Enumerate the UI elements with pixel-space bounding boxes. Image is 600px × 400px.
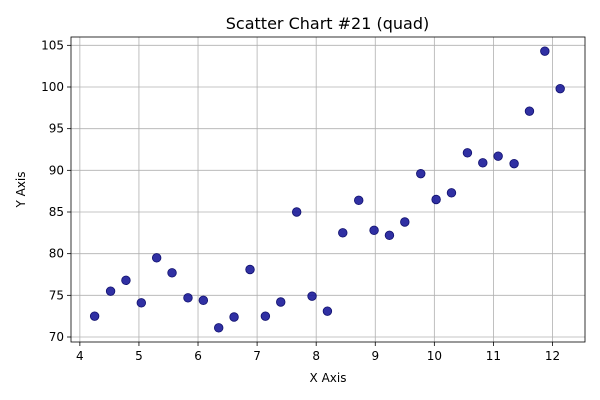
x-tick-label: 10 [427,349,442,363]
x-tick-label: 9 [371,349,379,363]
scatter-point [260,311,271,321]
scatter-point [524,106,535,116]
scatter-point [384,230,395,241]
scatter-point [416,168,426,179]
y-tick-label: 75 [49,288,64,302]
scatter-point [291,207,302,217]
scatter-point [493,151,503,161]
scatter-point [136,298,147,308]
scatter-point [198,295,209,306]
scatter-point [229,312,239,322]
chart-title: Scatter Chart #21 (quad) [226,14,429,33]
scatter-point [338,228,348,238]
x-tick-label: 11 [486,349,501,363]
scatter-point [400,217,410,227]
scatter-point [183,293,193,303]
y-tick-label: 80 [49,247,64,261]
x-tick-label: 7 [253,349,261,363]
scatter-point [105,286,116,296]
x-axis-label: X Axis [310,371,347,385]
x-tick-label: 12 [545,349,560,363]
x-tick-label: 8 [312,349,320,363]
scatter-point [322,306,333,316]
scatter-point [478,158,488,168]
y-axis-ticks: 70 75 80 85 90 95 100 105 [41,38,71,344]
x-tick-label: 5 [135,349,143,363]
x-tick-label: 6 [194,349,202,363]
scatter-point [462,148,473,158]
scatter-point [151,253,162,263]
scatter-point [354,195,364,206]
scatter-point [509,158,519,169]
scatter-point [121,275,131,286]
grid-lines [71,37,585,342]
scatter-point [307,291,317,301]
y-axis-label: Y Axis [14,171,28,208]
scatter-point [214,323,224,333]
scatter-point [446,188,457,198]
scatter-point [89,311,100,321]
y-tick-label: 100 [41,80,64,94]
y-tick-label: 85 [49,205,64,219]
y-tick-label: 90 [49,163,64,177]
y-tick-label: 70 [49,330,64,344]
scatter-point [276,297,286,307]
scatter-point [540,46,550,56]
scatter-point [431,194,441,205]
plot-area-frame [70,36,586,343]
y-tick-label: 105 [41,38,64,52]
y-tick-label: 95 [49,122,64,136]
data-points [89,46,565,333]
scatter-point [167,268,177,278]
scatter-point [369,225,379,236]
x-tick-label: 4 [76,349,84,363]
scatter-point [245,264,255,275]
scatter-point [555,83,565,94]
x-axis-ticks: 4 5 6 7 8 9 10 11 12 [76,342,560,363]
